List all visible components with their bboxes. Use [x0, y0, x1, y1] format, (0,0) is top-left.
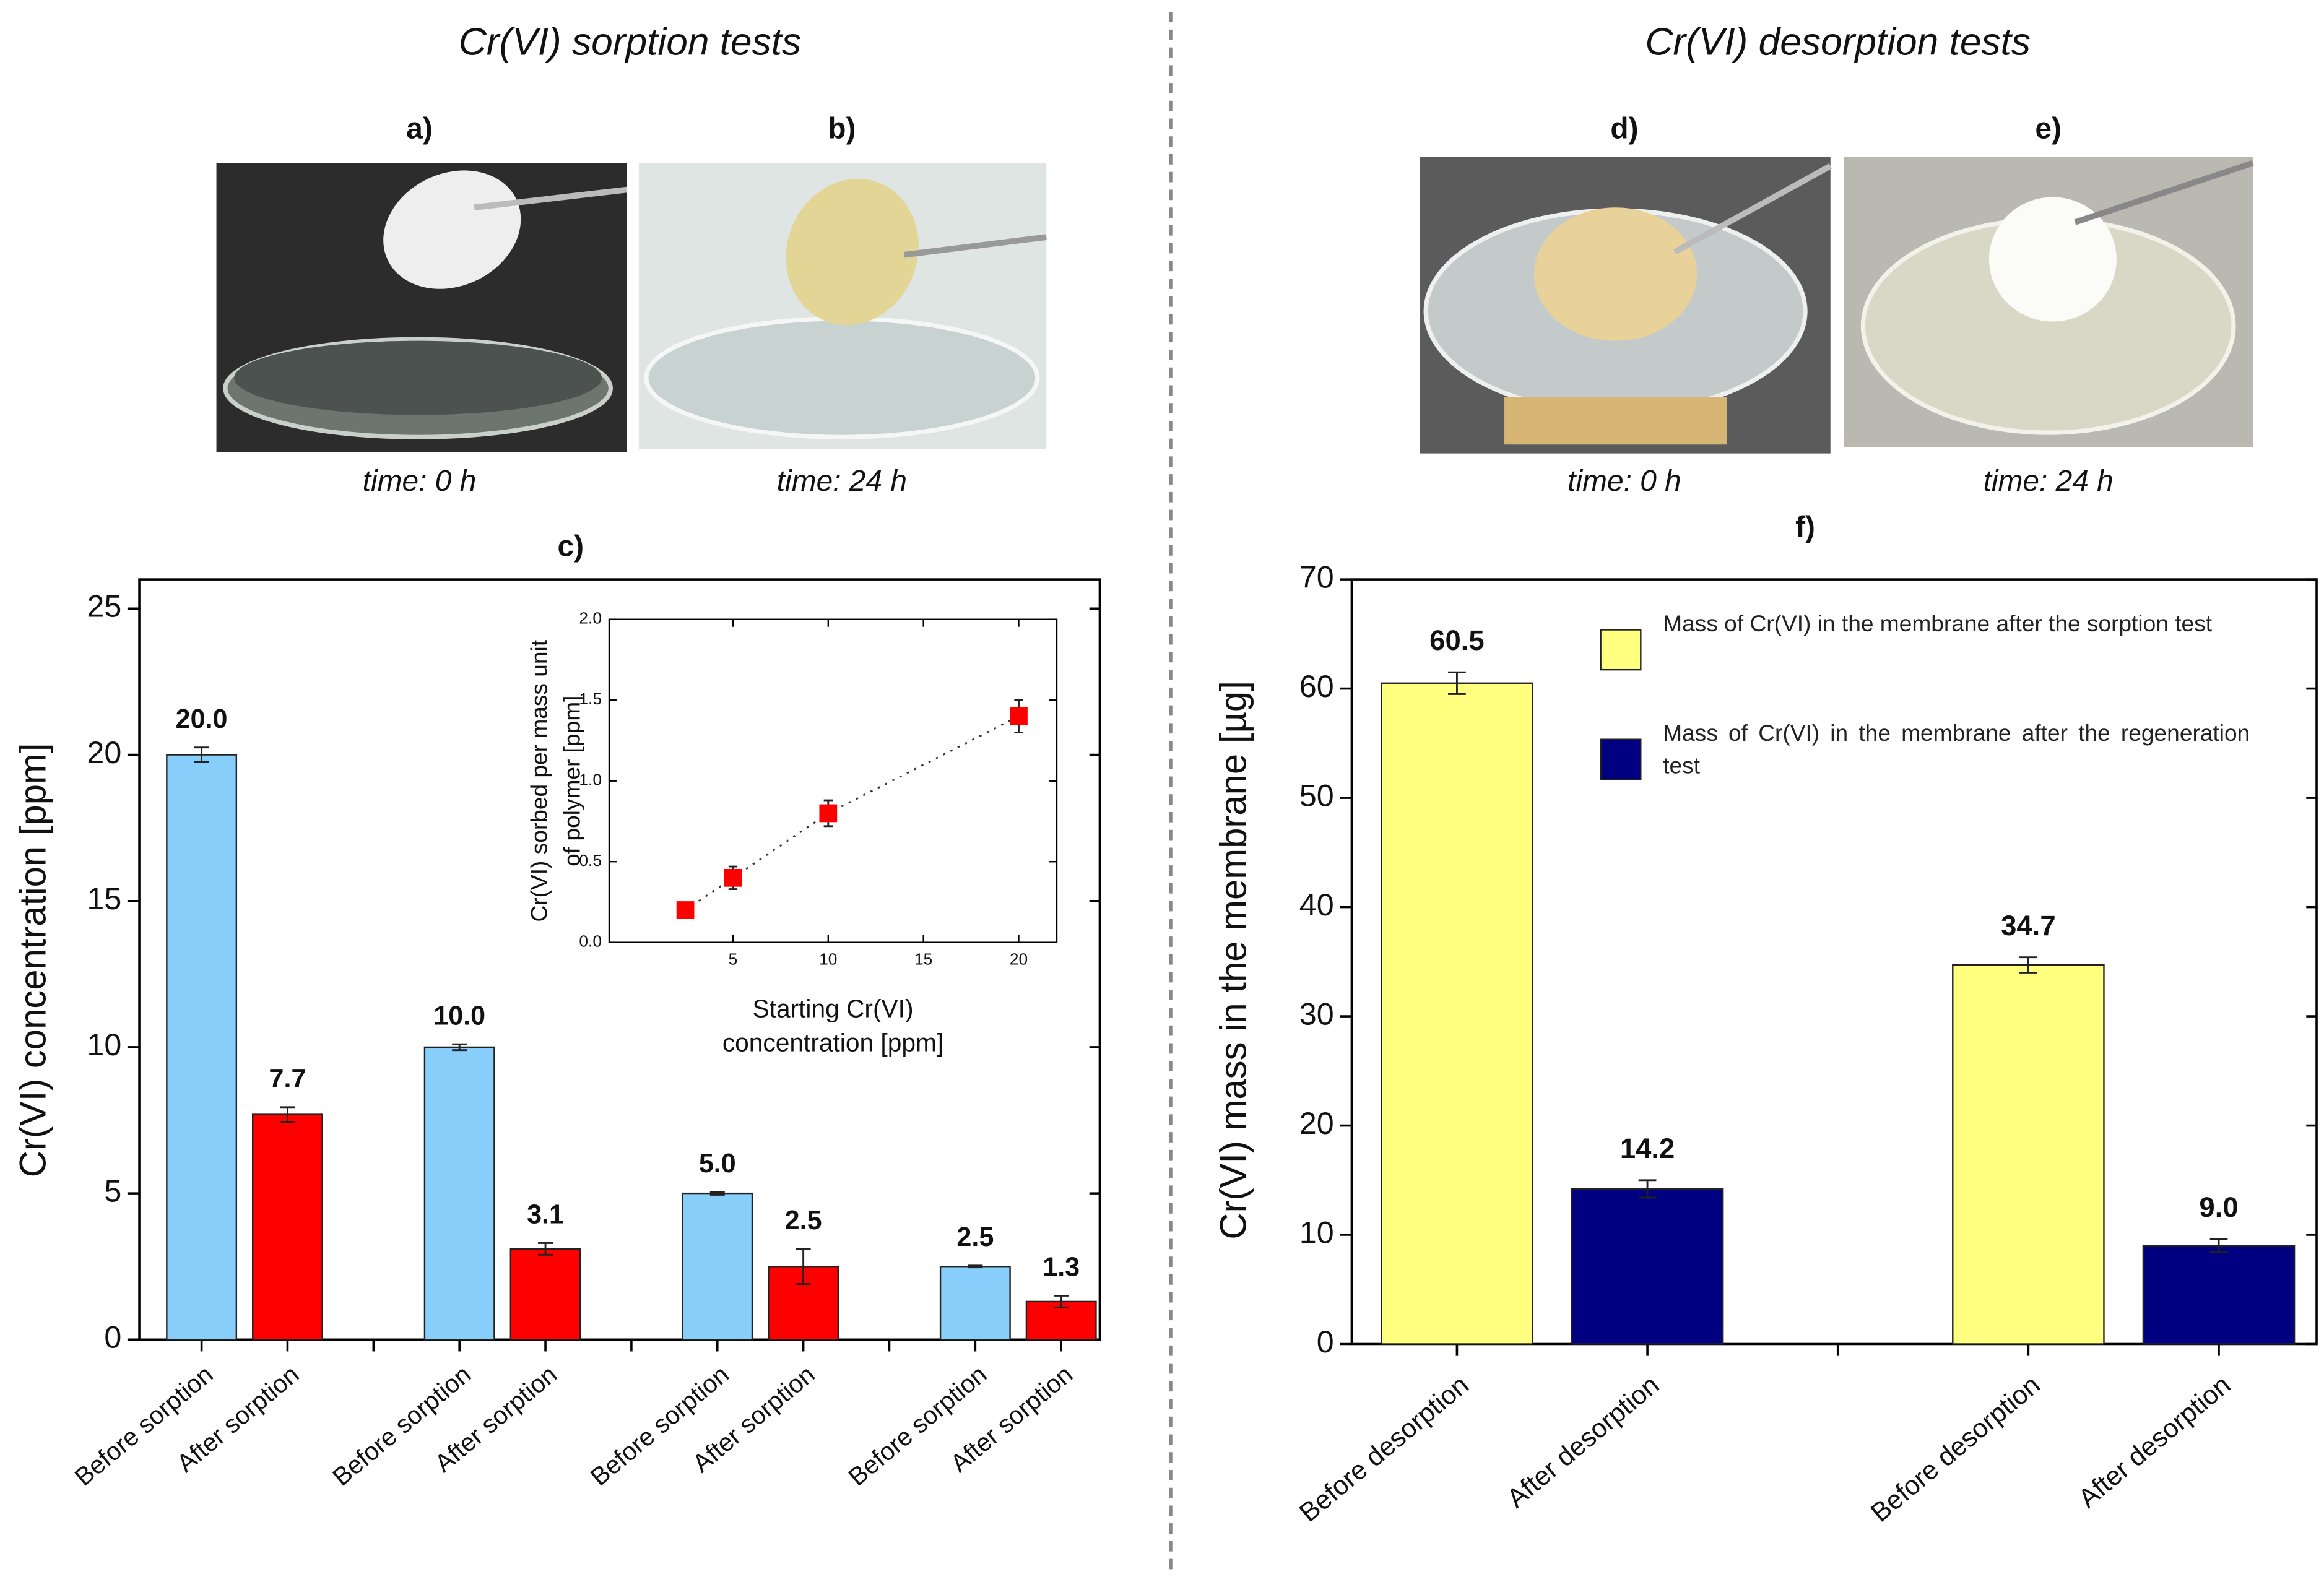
legend-entry: Mass of Cr(VI) in the membrane after the… [1663, 721, 2250, 780]
panel-label: a) [406, 112, 433, 145]
bar [1571, 1188, 1724, 1345]
y-tick-label: 60 [1299, 668, 1334, 704]
y-axis-label: Cr(VI) mass in the membrane [µg] [1213, 681, 1254, 1239]
inset-frame [608, 618, 1058, 943]
error-bar [796, 1248, 811, 1285]
y-tick-label: 25 [87, 589, 121, 624]
photo-caption: time: 24 h [1984, 465, 2114, 498]
error-bar [280, 1106, 295, 1123]
y-tick-label: 10 [87, 1027, 121, 1062]
error-bar [2209, 1238, 2228, 1253]
plot-frame [138, 578, 1101, 1341]
trend-line [685, 715, 1020, 911]
bar [939, 1266, 1011, 1341]
panel-label: e) [2035, 112, 2062, 145]
x-tick-label: 15 [914, 949, 932, 968]
legend-swatch [1600, 738, 1642, 780]
x-tick-label: 20 [1010, 949, 1028, 968]
value-label: 20.0 [176, 704, 228, 734]
value-label: 14.2 [1620, 1133, 1675, 1164]
value-label: 3.1 [527, 1200, 564, 1230]
value-label: 2.5 [785, 1206, 822, 1235]
y-tick-label: 20 [87, 735, 121, 770]
x-tick-label: After desorption [1501, 1370, 1665, 1513]
legend-entry: Mass of Cr(VI) in the membrane after the… [1663, 612, 2213, 638]
value-label: 9.0 [2199, 1191, 2238, 1223]
x-tick-label: After desorption [2073, 1370, 2236, 1513]
point [724, 868, 742, 887]
error-bar [538, 1242, 553, 1256]
point [819, 804, 838, 823]
panel-label: c) [557, 530, 584, 563]
x-axis-label: Starting Cr(VI) [753, 995, 914, 1023]
y-tick-label: 70 [1299, 559, 1334, 594]
error-bar [709, 1191, 725, 1196]
y-tick-label: 20 [1299, 1105, 1334, 1141]
panel-label: d) [1610, 112, 1638, 145]
value-label: 5.0 [699, 1149, 736, 1178]
panel-label: f) [1795, 511, 1815, 543]
error-bar [194, 746, 209, 763]
bar [1952, 964, 2105, 1345]
photo-b [638, 163, 1047, 449]
y-tick-label: 2.0 [579, 609, 602, 628]
y-tick-label: 30 [1299, 996, 1334, 1031]
error-bar [1638, 1179, 1657, 1199]
photo-e [1844, 157, 2254, 448]
bar [166, 754, 238, 1341]
legend-text: Mass of Cr(VI) in the membrane after the… [1663, 612, 2213, 638]
heading: Cr(VI) sorption tests [459, 20, 801, 63]
bar [2142, 1245, 2296, 1345]
x-tick-label: Before desorption [1865, 1370, 2045, 1528]
plot-frame [1350, 578, 2318, 1346]
photo-caption: time: 0 h [363, 465, 477, 498]
y-axis-label: Cr(VI) concentration [ppm] [12, 743, 53, 1178]
heading: Cr(VI) desorption tests [1645, 20, 2031, 63]
value-label: 60.5 [1429, 625, 1485, 656]
x-axis-label: concentration [ppm] [722, 1029, 943, 1057]
y-tick-label: 40 [1299, 887, 1334, 922]
bar [509, 1248, 581, 1341]
error-bar [2019, 956, 2037, 974]
y-tick-label: 50 [1299, 777, 1334, 813]
y-axis-label: Cr(VI) sorbed per mass unit [526, 639, 552, 922]
error-bar [1448, 671, 1466, 695]
bar [682, 1192, 753, 1341]
x-tick-label: Before desorption [1294, 1370, 1474, 1528]
y-tick-label: 15 [87, 881, 121, 916]
bar [1381, 682, 1533, 1345]
y-tick-label: 0.0 [579, 932, 602, 951]
photo-caption: time: 24 h [777, 465, 907, 498]
y-tick-label: 1.5 [579, 689, 602, 708]
bar [252, 1113, 323, 1341]
legend-text: Mass of Cr(VI) in the membrane after the… [1663, 721, 2250, 780]
point [676, 901, 695, 919]
legend-swatch [1600, 629, 1642, 671]
y-tick-label: 1.0 [579, 771, 602, 789]
error-bar [452, 1043, 467, 1052]
bar [423, 1046, 495, 1341]
photo-d [1420, 157, 1832, 454]
value-label: 7.7 [269, 1064, 306, 1094]
y-tick-label: 0.5 [579, 851, 602, 870]
point [1010, 707, 1028, 725]
y-tick-label: 0 [104, 1320, 121, 1355]
y-axis-label: of polymer [ppm] [558, 696, 584, 867]
value-label: 34.7 [2001, 910, 2055, 941]
photo-caption: time: 0 h [1567, 465, 1681, 498]
error-bar [968, 1264, 983, 1269]
panel-label: b) [828, 112, 856, 145]
x-tick-label: 10 [819, 949, 837, 968]
y-tick-label: 5 [104, 1173, 121, 1208]
y-tick-label: 0 [1317, 1324, 1334, 1359]
y-tick-label: 10 [1299, 1214, 1334, 1250]
photo-a [216, 163, 628, 452]
value-label: 2.5 [956, 1222, 994, 1252]
value-label: 1.3 [1043, 1253, 1080, 1282]
value-label: 10.0 [433, 1001, 485, 1031]
error-bar [1054, 1295, 1069, 1308]
x-tick-label: 5 [729, 949, 738, 968]
